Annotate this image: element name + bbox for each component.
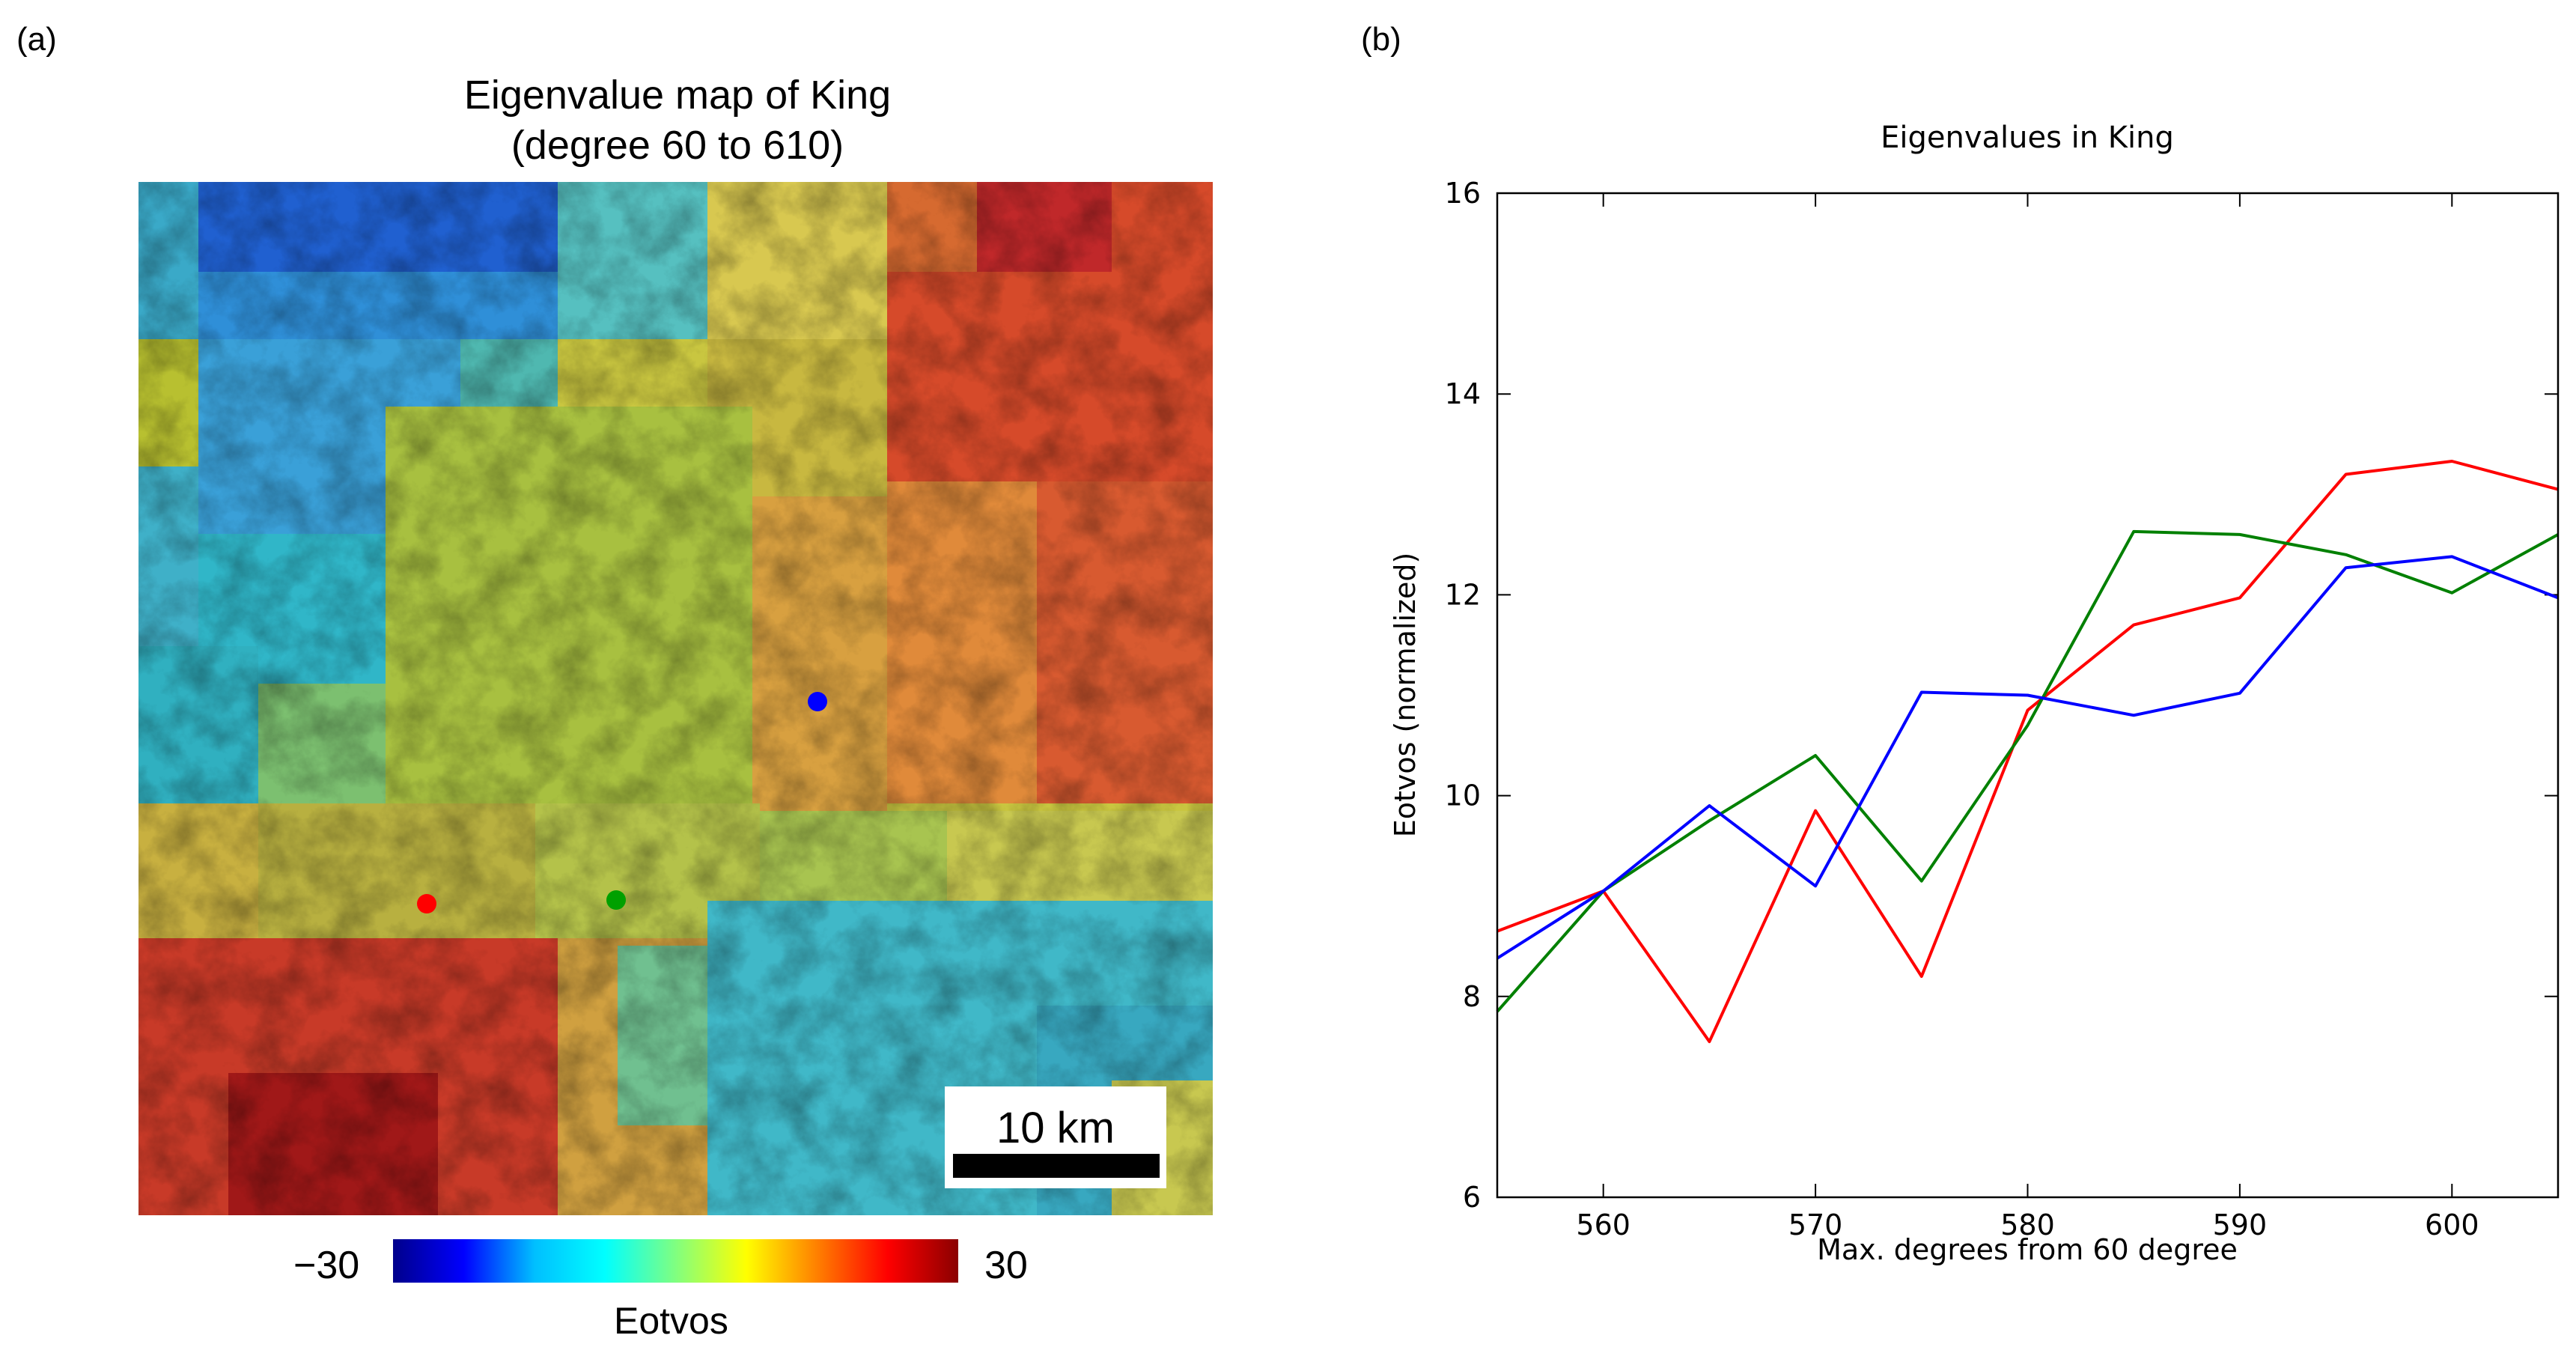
series-line-red (1496, 460, 2559, 1044)
red-marker (417, 894, 436, 913)
blue-marker (808, 692, 827, 711)
x-tick-label: 590 (2213, 1209, 2268, 1241)
y-tick-label: 16 (1445, 177, 1481, 210)
y-tick-label: 14 (1445, 377, 1481, 410)
y-tick-label: 12 (1445, 578, 1481, 611)
map-subtitle: (degree 60 to 610) (511, 123, 844, 168)
series-line-blue (1496, 555, 2559, 960)
y-tick-label: 6 (1463, 1181, 1481, 1214)
chart-title: Eigenvalues in King (1881, 121, 2174, 155)
scale-bar-line (953, 1154, 1160, 1178)
y-tick-label: 10 (1445, 779, 1481, 812)
green-marker (606, 890, 626, 910)
terrain-shading (138, 182, 1213, 1215)
colorbar-label: Eotvos (614, 1300, 728, 1342)
colorbar-max-label: 30 (984, 1244, 1028, 1287)
x-tick-label: 570 (1788, 1209, 1843, 1241)
x-tick-label: 560 (1576, 1209, 1630, 1241)
y-tick-label: 8 (1463, 980, 1481, 1013)
colorbar-min-label: −30 (293, 1244, 360, 1287)
map-title: Eigenvalue map of King (463, 73, 892, 118)
x-tick-label: 600 (2425, 1209, 2479, 1241)
scale-bar: 10 km (945, 1086, 1166, 1188)
panel-b-label: (b) (1361, 21, 1401, 58)
plot-frame (1496, 192, 2560, 1199)
x-axis-label: Max. degrees from 60 degree (1817, 1233, 2238, 1266)
panel-a-label: (a) (16, 21, 57, 58)
colorbar (393, 1239, 958, 1283)
x-tick-label: 580 (2000, 1209, 2055, 1241)
series-line-green (1496, 529, 2559, 1013)
eigenvalue-map: 10 km (138, 182, 1213, 1215)
scale-bar-label: 10 km (996, 1104, 1115, 1152)
eigenvalue-line-chart: Eigenvalues in King 560 570 580 590 600 6 8 10 1… (1389, 121, 2560, 1266)
y-axis-label: Eotvos (normalized) (1389, 553, 1422, 838)
